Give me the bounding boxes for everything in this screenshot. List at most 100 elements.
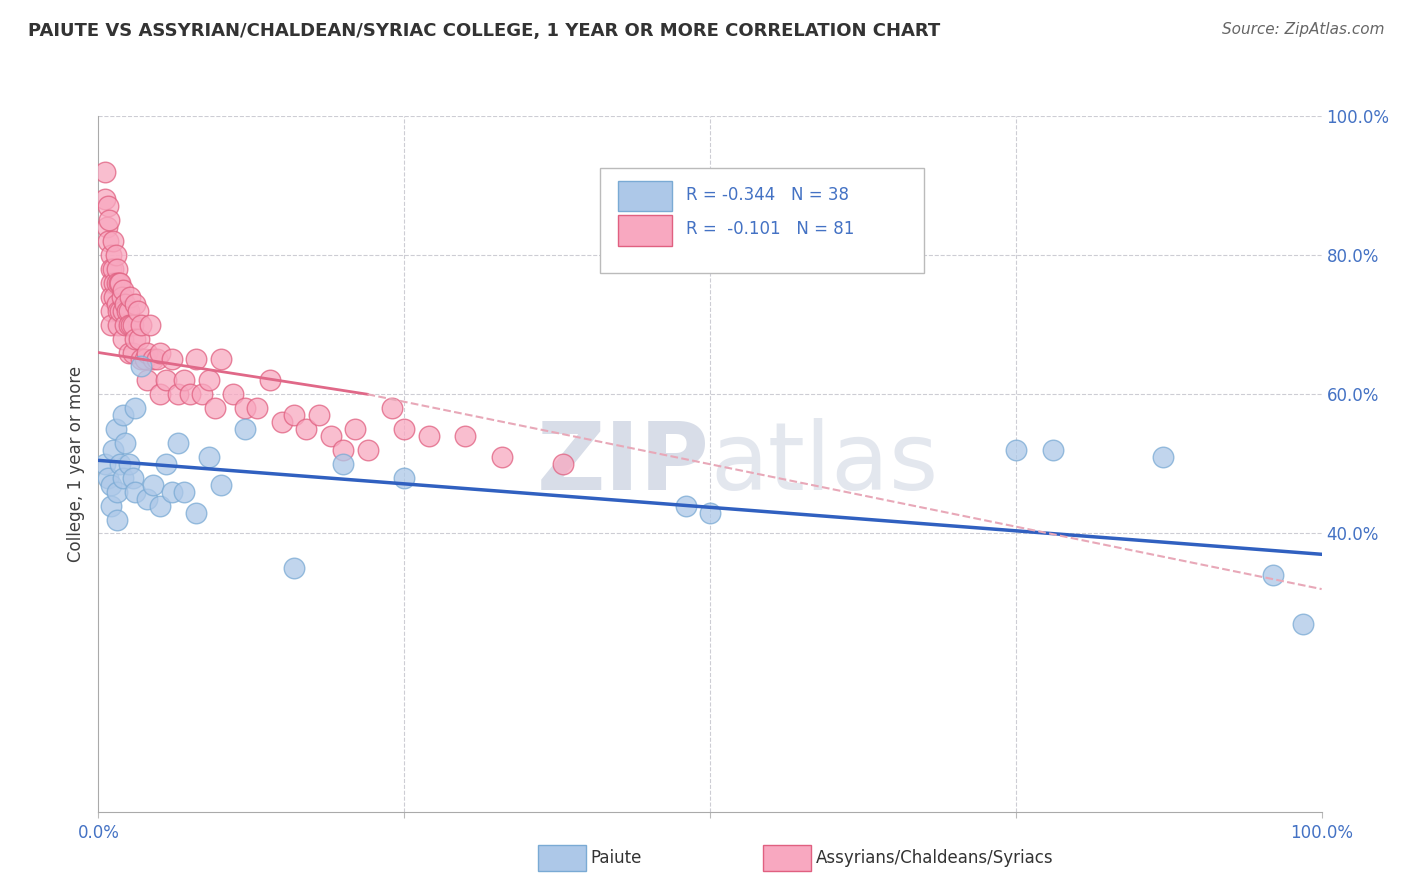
Point [155,373,177,387]
Point [146,352,169,367]
Point [98,213,121,227]
Point [111,290,134,304]
Point [111,471,134,485]
Point [179,387,201,401]
Point [392,422,416,436]
Point [124,332,146,346]
Point [121,318,143,332]
Point [97,471,120,485]
Point [381,401,404,416]
Point [101,262,124,277]
Point [136,491,159,506]
Point [105,484,128,499]
Text: Paiute: Paiute [591,849,643,867]
Point [332,457,354,471]
Point [246,401,269,416]
Point [675,499,697,513]
Point [121,471,143,485]
Point [270,415,294,429]
Point [100,262,122,277]
Y-axis label: College, 1 year or more: College, 1 year or more [66,366,84,562]
Point [105,262,128,277]
Point [111,283,134,297]
Text: R =  -0.101   N = 81: R = -0.101 N = 81 [686,220,853,238]
Point [233,422,256,436]
Text: R = -0.344   N = 38: R = -0.344 N = 38 [686,186,849,203]
Point [120,318,142,332]
Point [332,442,354,457]
Point [344,422,367,436]
Point [197,373,219,387]
Text: ZIP: ZIP [537,417,710,510]
Point [129,359,152,374]
Point [107,303,129,318]
Point [100,499,122,513]
Point [149,387,172,401]
Point [259,373,281,387]
Point [1292,616,1315,631]
Point [553,457,575,471]
Point [111,408,134,422]
Point [155,457,177,471]
Point [118,457,141,471]
Point [127,303,149,318]
Point [107,318,129,332]
Point [139,318,162,332]
Point [121,345,143,359]
Point [392,471,416,485]
Point [319,429,342,443]
Point [209,352,232,367]
Point [115,303,138,318]
Text: PAIUTE VS ASSYRIAN/CHALDEAN/SYRIAC COLLEGE, 1 YEAR OR MORE CORRELATION CHART: PAIUTE VS ASSYRIAN/CHALDEAN/SYRIAC COLLE… [28,22,941,40]
Point [167,436,190,450]
Point [283,408,305,422]
Point [120,290,142,304]
Point [100,290,122,304]
Point [149,499,172,513]
Point [160,484,183,499]
Point [128,332,150,346]
Point [100,303,122,318]
Point [103,290,125,304]
Point [114,318,136,332]
Point [295,422,318,436]
Point [418,429,440,443]
Point [110,276,132,290]
Point [283,561,305,575]
Point [136,373,159,387]
Point [124,401,146,416]
Point [110,303,132,318]
Text: Source: ZipAtlas.com: Source: ZipAtlas.com [1222,22,1385,37]
Point [105,512,128,526]
Point [142,477,165,491]
Point [142,352,165,367]
Point [93,164,115,178]
Point [173,373,195,387]
Point [1261,568,1284,582]
Point [105,297,128,311]
Point [129,352,152,367]
FancyBboxPatch shape [619,216,672,246]
Point [105,276,128,290]
Point [104,422,127,436]
Point [93,457,115,471]
Point [110,457,132,471]
Point [186,506,208,520]
Point [118,318,141,332]
Point [114,297,136,311]
Point [111,303,134,318]
Point [96,220,118,235]
Point [134,352,156,367]
Point [103,276,125,290]
Point [167,387,190,401]
Point [114,436,136,450]
Point [136,345,159,359]
Point [124,297,146,311]
Point [93,193,115,207]
Point [101,442,124,457]
Point [104,248,127,262]
Point [97,234,120,248]
Point [491,450,513,464]
Point [129,318,152,332]
Point [1042,442,1064,457]
